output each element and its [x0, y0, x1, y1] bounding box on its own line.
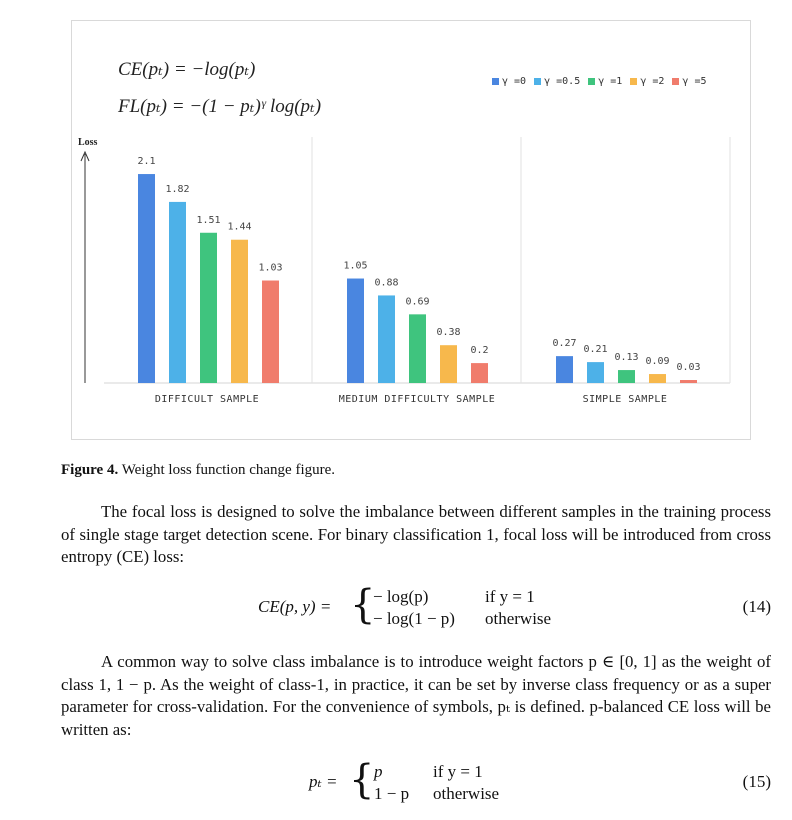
legend-item: γ =1 — [588, 76, 622, 87]
eq15-case2-cond: otherwise — [433, 784, 500, 803]
y-axis-label: Loss — [78, 137, 98, 148]
chart-legend: γ =0 γ =0.5 γ =1 γ =2 γ =5 — [492, 76, 707, 87]
bar — [169, 201, 186, 383]
bar — [138, 174, 155, 383]
bar — [347, 278, 364, 383]
legend-item: γ =0 — [492, 76, 526, 87]
eq15-lhs: pₜ = — [309, 772, 338, 791]
bar — [471, 363, 488, 383]
ce-formula: CE(pₜ) = −log(pₜ) — [118, 59, 256, 80]
eq14-case2-cond: otherwise — [485, 609, 552, 628]
legend-swatch-gamma-1 — [588, 78, 596, 85]
figure-caption: Figure 4. Weight loss function change fi… — [61, 462, 335, 479]
bar-value-label: 0.13 — [614, 352, 638, 363]
eq15-case2-expr: 1 − p — [374, 784, 410, 803]
legend-swatch-gamma-0 — [492, 78, 499, 85]
legend-label: γ =1 — [598, 76, 623, 87]
equation-14: CE(p, y) = { − log(p) if y = 1 − log(1 −… — [61, 584, 771, 634]
eq15-number: (15) — [742, 772, 771, 791]
paragraph-focal-loss: The focal loss is designed to solve the … — [61, 502, 771, 566]
bar — [262, 280, 279, 383]
legend-item: γ =2 — [630, 76, 664, 87]
legend-label: γ =0 — [502, 76, 527, 87]
eq14-lhs: CE(p, y) = — [258, 597, 332, 616]
legend-item: γ =0.5 — [534, 76, 580, 87]
bar-value-label: 1.05 — [343, 261, 367, 272]
equation-15: pₜ = { p if y = 1 1 − p otherwise (15) — [61, 759, 771, 809]
category-label: SIMPLE SAMPLE — [583, 394, 668, 405]
bar-chart: Loss 2.1 1.82 1.51 1.44 1.03 DIFFICULT SAMPLE 1… — [78, 137, 731, 405]
bar — [618, 370, 635, 383]
eq14-number: (14) — [742, 597, 771, 616]
legend-label: γ =0.5 — [544, 76, 581, 87]
bar-value-label: 0.21 — [583, 344, 607, 355]
legend-label: γ =5 — [682, 76, 707, 87]
bar-value-label: 0.69 — [405, 296, 429, 307]
category-label: MEDIUM DIFFICULTY SAMPLE — [339, 394, 496, 405]
y-axis-arrowhead — [80, 150, 90, 162]
bar-value-label: 1.82 — [165, 184, 189, 195]
bar-value-label: 2.1 — [137, 156, 155, 167]
bar-value-label: 0.27 — [552, 338, 576, 349]
eq15-case1-cond: if y = 1 — [433, 762, 483, 781]
bar-value-label: 1.03 — [258, 263, 282, 274]
bar — [649, 374, 666, 383]
legend-swatch-gamma-5 — [672, 78, 680, 85]
bar — [556, 356, 573, 383]
caption-text: Weight loss function change figure. — [118, 462, 336, 478]
bar — [200, 232, 217, 383]
eq14-case2-expr: − log(1 − p) — [373, 609, 455, 628]
bar — [587, 362, 604, 383]
bar-value-label: 0.03 — [676, 362, 700, 373]
category-label: DIFFICULT SAMPLE — [155, 394, 259, 405]
legend-swatch-gamma-0-5 — [534, 78, 542, 85]
bar-value-label: 1.51 — [196, 215, 220, 226]
eq14-case1-expr: − log(p) — [373, 587, 429, 606]
bar — [440, 345, 457, 383]
bar-value-label: 0.38 — [436, 327, 460, 338]
bar-value-label: 0.09 — [645, 356, 669, 367]
legend-item: γ =5 — [672, 76, 707, 87]
figure: CE(pₜ) = −log(pₜ) FL(pₜ) = −(1 − pₜ)ᵞ lo… — [71, 20, 751, 440]
bar — [378, 295, 395, 383]
legend-label: γ =2 — [640, 76, 665, 87]
bar — [231, 239, 248, 383]
legend-swatch-gamma-2 — [630, 78, 638, 85]
bar — [680, 380, 697, 383]
bar-value-label: 1.44 — [227, 222, 251, 233]
bar-value-label: 0.88 — [374, 277, 398, 288]
eq14-case1-cond: if y = 1 — [485, 587, 535, 606]
bar — [409, 314, 426, 383]
fl-formula: FL(pₜ) = −(1 − pₜ)ᵞ log(pₜ) — [118, 96, 322, 117]
eq14-brace: { — [350, 582, 376, 628]
eq15-case1-expr: p — [374, 762, 383, 781]
paragraph-class-imbalance: A common way to solve class imbalance is… — [61, 652, 771, 739]
caption-label: Figure 4. — [61, 462, 119, 478]
bar-value-label: 0.2 — [470, 345, 488, 356]
eq15-brace: { — [349, 757, 375, 803]
